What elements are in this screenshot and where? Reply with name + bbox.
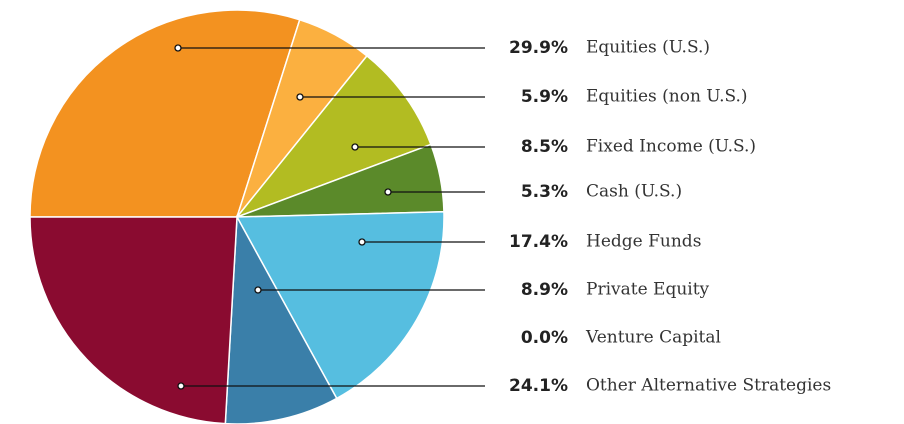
leader-dot [177, 382, 185, 390]
legend-label: Private Equity [586, 280, 710, 300]
pie-slice [235, 211, 445, 400]
value-label: 5.9% [521, 87, 568, 107]
leader-dot [174, 44, 182, 52]
pie-slice [29, 216, 238, 424]
legend-label: Cash (U.S.) [586, 182, 682, 202]
value-label: 8.9% [521, 280, 568, 300]
value-label: 0.0% [521, 328, 568, 348]
leader-dot [384, 188, 392, 196]
leader-dot [296, 93, 304, 101]
legend-label: Other Alternative Strategies [586, 376, 831, 396]
legend-label: Venture Capital [585, 328, 721, 348]
legend-label: Equities (non U.S.) [586, 87, 748, 107]
value-label: 8.5% [521, 137, 568, 157]
value-label: 29.9% [509, 38, 568, 58]
legend-label: Hedge Funds [586, 232, 701, 252]
pie-slice [234, 54, 432, 219]
leader-dot [254, 286, 262, 294]
leader-dot [351, 143, 359, 151]
pie-slice [29, 9, 301, 218]
value-label: 17.4% [509, 232, 568, 252]
legend-label: Equities (U.S.) [586, 38, 710, 58]
legend-label: Fixed Income (U.S.) [586, 137, 756, 157]
value-label: 5.3% [521, 182, 568, 202]
value-label: 24.1% [509, 376, 568, 396]
leader-dot [358, 238, 366, 246]
